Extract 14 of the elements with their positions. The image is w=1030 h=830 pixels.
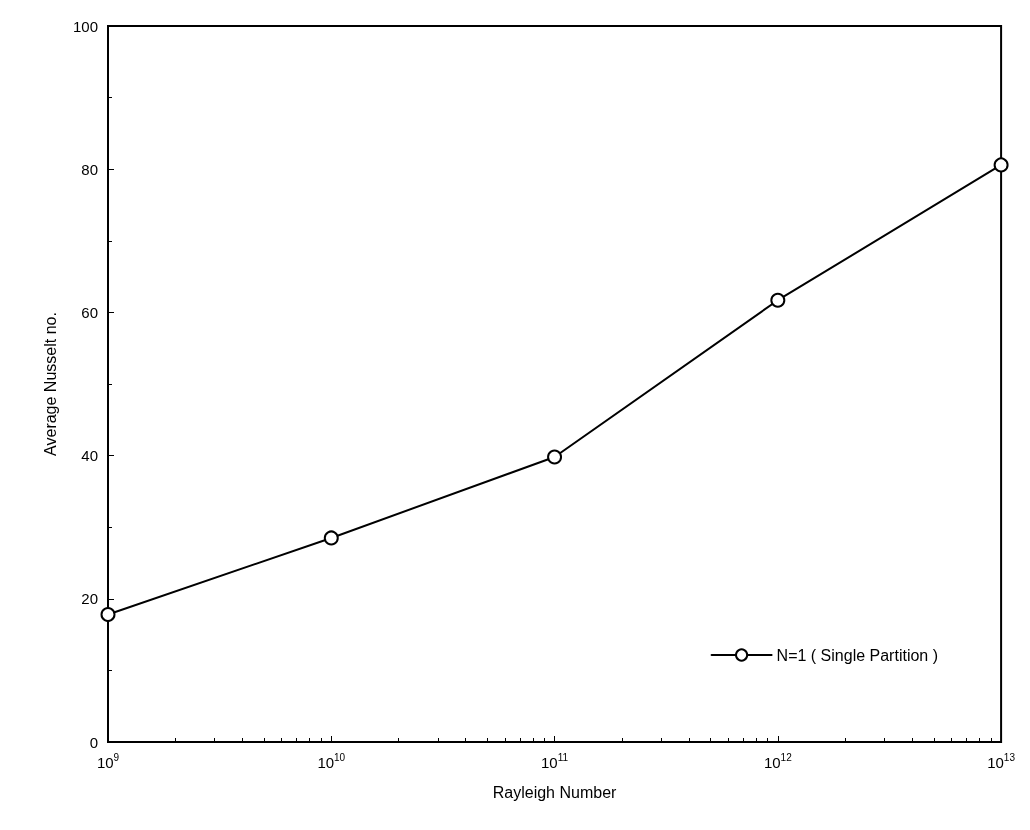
y-tick-label: 60 (81, 303, 98, 321)
point (100, 607, 116, 623)
legend-label: N=1 ( Single Partition ) (776, 646, 938, 664)
point (993, 157, 1009, 173)
y-tick-label: 40 (81, 447, 98, 465)
point (770, 292, 786, 308)
y-tick-label: 20 (81, 590, 98, 608)
point (547, 449, 563, 465)
x-axis-title: Rayleigh Number (492, 783, 618, 801)
point (323, 530, 339, 546)
y-tick-label: 0 (89, 733, 98, 751)
y-axis-title: Average Nusselt no. (41, 312, 59, 456)
y-tick-label: 80 (81, 160, 98, 178)
y-tick-label: 100 (72, 17, 98, 35)
